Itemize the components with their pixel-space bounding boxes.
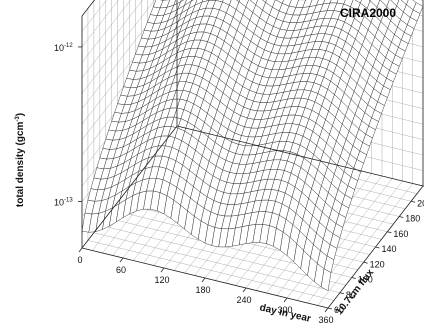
left-wall-gridline xyxy=(81,0,143,78)
z-axis-label-main: total density (gcm xyxy=(15,121,26,207)
y-tick-mark xyxy=(387,231,392,234)
z-tick-exponent: -12 xyxy=(64,43,73,49)
density-surface xyxy=(81,0,424,292)
x-tick-label: 360 xyxy=(318,315,333,325)
y-tick-mark xyxy=(411,200,416,203)
floor-gridline xyxy=(99,224,346,286)
z-axis-label: total density (gcm-3) xyxy=(15,113,26,207)
y-tick-mark xyxy=(399,216,404,218)
left-wall-gridline xyxy=(81,0,155,94)
x-tick-label: 120 xyxy=(154,275,169,285)
frame-edge xyxy=(176,125,424,187)
surface-cell xyxy=(320,268,332,292)
x-tick-label: 60 xyxy=(116,265,126,275)
y-tick-label: 140 xyxy=(382,244,397,254)
z-tick-label: 10-13 xyxy=(54,198,73,208)
z-axis-label-sup: -3 xyxy=(15,116,21,122)
x-tick-mark xyxy=(78,247,83,253)
x-tick-mark xyxy=(160,267,165,273)
x-tick-mark xyxy=(242,287,247,293)
y-tick-label: 180 xyxy=(405,214,420,224)
z-tick-base: 10 xyxy=(54,43,64,53)
x-tick-label: 180 xyxy=(195,285,210,295)
y-tick-label: 200 xyxy=(417,198,424,208)
x-tick-label: 300 xyxy=(277,305,292,315)
chart-ticks: 0601201802403003606080100120140160180200… xyxy=(54,43,424,325)
x-tick-label: 240 xyxy=(236,295,251,305)
left-wall-gridline xyxy=(81,0,131,63)
floor-gridline xyxy=(93,232,340,293)
y-tick-mark xyxy=(351,277,356,279)
x-tick-mark xyxy=(324,307,329,313)
y-tick-label: 80 xyxy=(346,290,356,300)
x-tick-mark xyxy=(283,297,288,303)
y-tick-label: 120 xyxy=(370,259,385,269)
left-wall-gridline xyxy=(81,0,107,32)
left-wall-gridline xyxy=(81,0,119,48)
y-tick-label: 60 xyxy=(334,305,344,315)
y-tick-mark xyxy=(339,292,344,295)
y-tick-mark xyxy=(375,246,380,249)
z-tick-label: 10-12 xyxy=(54,43,73,53)
frame-edge xyxy=(81,125,178,249)
x-tick-mark xyxy=(119,257,124,263)
y-tick-mark xyxy=(327,307,333,310)
z-tick-base: 10 xyxy=(54,198,64,208)
z-tick-exponent: -13 xyxy=(64,198,73,204)
y-tick-label: 100 xyxy=(358,275,373,285)
x-tick-mark xyxy=(201,277,206,283)
y-tick-label: 160 xyxy=(393,229,408,239)
x-tick-label: 0 xyxy=(77,255,82,265)
z-axis-label-end: ) xyxy=(15,113,26,116)
floor-gridline xyxy=(87,240,334,301)
y-tick-mark xyxy=(363,261,368,264)
chart-title: CIRA2000 xyxy=(340,6,396,20)
